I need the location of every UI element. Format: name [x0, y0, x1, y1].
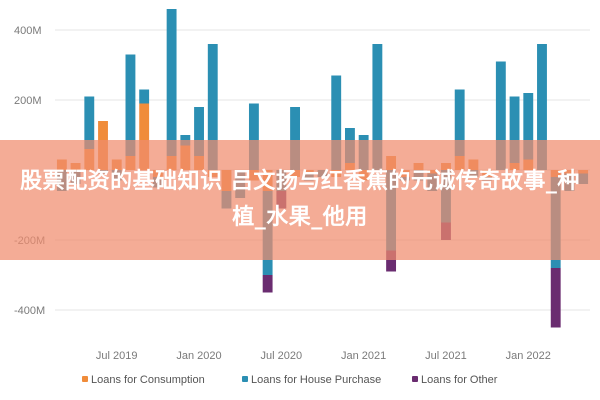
bar-segment-loans-for-other	[550, 268, 561, 328]
legend-swatch	[412, 376, 418, 382]
x-axis-tick-labels: Jul 2019 Jan 2020 Jul 2020 Jan 2021 Jul 2021…	[96, 350, 551, 362]
banner-text: 股票配资的基础知识 吕文扬与红香蕉的元诚传奇故事_种植_水果_他用	[20, 169, 580, 230]
bar-segment-loans-for-house-purchase	[509, 96, 520, 163]
x-tick-label: Jul 2019	[96, 350, 138, 362]
y-tick-label: 400M	[14, 25, 42, 37]
bar-segment-loans-for-house-purchase	[125, 54, 136, 156]
legend-label: Loans for Other	[421, 374, 498, 386]
bar-segment-loans-for-house-purchase	[454, 89, 465, 156]
legend-swatch	[82, 376, 88, 382]
bar-segment-loans-for-house-purchase	[84, 96, 95, 149]
bar-segment-loans-for-other	[386, 250, 397, 272]
bar-segment-loans-for-house-purchase	[290, 107, 301, 170]
bar-segment-loans-for-house-purchase	[166, 9, 177, 156]
bar-segment-loans-for-house-purchase	[139, 89, 150, 104]
bar-segment-loans-for-house-purchase	[523, 93, 534, 160]
legend-swatch	[242, 376, 248, 382]
bar-segment-loans-for-house-purchase	[207, 44, 218, 170]
legend: Loans for Consumption Loans for House Pur…	[82, 374, 498, 386]
bar-segment-loans-for-consumption	[139, 103, 150, 170]
bar-segment-loans-for-house-purchase	[248, 103, 259, 170]
legend-label: Loans for House Purchase	[251, 374, 381, 386]
bar-segment-loans-for-house-purchase	[537, 44, 547, 170]
bar-segment-loans-for-house-purchase	[331, 75, 342, 170]
overlay-banner: 股票配资的基础知识 吕文扬与红香蕉的元诚传奇故事_种植_水果_他用	[0, 140, 600, 260]
bar-segment-loans-for-house-purchase	[372, 44, 383, 170]
bar-segment-loans-for-house-purchase	[495, 61, 506, 170]
y-tick-label: -400M	[14, 305, 45, 317]
y-tick-label: 200M	[14, 95, 42, 107]
x-tick-label: Jul 2020	[261, 350, 303, 362]
legend-label: Loans for Consumption	[91, 374, 205, 386]
x-tick-label: Jul 2021	[425, 350, 467, 362]
bar-segment-loans-for-house-purchase	[194, 107, 204, 156]
bar-segment-loans-for-other	[262, 275, 273, 293]
x-tick-label: Jan 2020	[176, 350, 221, 362]
x-tick-label: Jan 2021	[341, 350, 386, 362]
x-tick-label: Jan 2022	[506, 350, 551, 362]
